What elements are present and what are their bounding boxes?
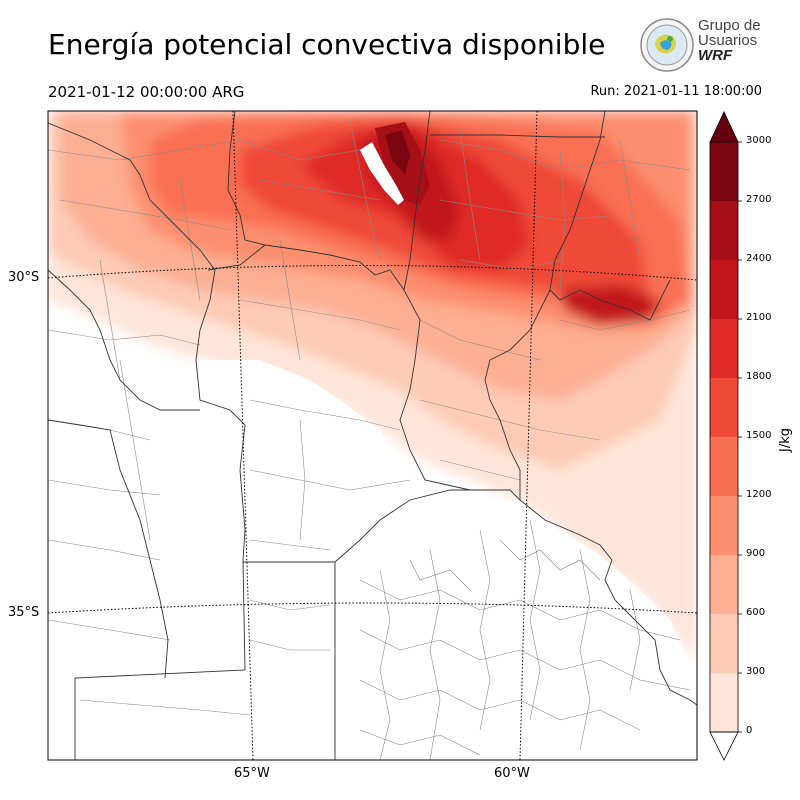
logo-line-2: Usuarios: [698, 32, 758, 49]
colorbar-tick: 300: [746, 666, 766, 677]
colorbar-unit: J/kg: [778, 428, 793, 452]
cape-gap: [360, 142, 404, 205]
wrf-logo: Grupo de Usuarios WRF: [638, 16, 768, 74]
cape-contour-2700: [385, 130, 410, 175]
cape-south-clear: [335, 500, 697, 760]
graticule: [48, 111, 697, 760]
department-lines: [48, 119, 691, 716]
colorbar-tick: 900: [746, 548, 766, 559]
colorbar-tick: 1500: [746, 430, 772, 441]
lon-label-65w: 65°W: [234, 766, 270, 781]
lon-label-60w: 60°W: [494, 766, 530, 781]
logo-line-1: Grupo de: [698, 17, 761, 34]
province-lines: [48, 111, 697, 760]
colorbar-extend-bottom: [709, 731, 739, 761]
map-frame: [47, 110, 698, 761]
colorbar-tick: 1800: [746, 371, 772, 382]
colorbar-extend-top: [709, 111, 739, 143]
cape-contour-2100b: [560, 285, 660, 325]
cape-central-clear: [200, 360, 430, 562]
colorbar-tick: 2700: [746, 194, 772, 205]
lat-label-35s: 35°S: [8, 605, 40, 620]
cape-field: [48, 111, 697, 760]
buenos-aires-partidos: [359, 519, 691, 760]
chart-title: Energía potencial convectiva disponible: [48, 28, 606, 61]
colorbar-tick: 2100: [746, 312, 772, 323]
wrf-globe-icon: [640, 18, 694, 72]
lat-label-30s: 30°S: [8, 270, 40, 285]
run-time: Run: 2021-01-11 18:00:00: [590, 84, 762, 99]
colorbar-tick: 2400: [746, 253, 772, 264]
colorbar-tick: 3000: [746, 135, 772, 146]
colorbar-tick: 1200: [746, 489, 772, 500]
colorbar: [709, 111, 742, 761]
boundaries: [48, 111, 697, 760]
colorbar-tick: 0: [746, 725, 753, 736]
colorbar-tick: 600: [746, 607, 766, 618]
valid-time: 2021-01-12 00:00:00 ARG: [48, 83, 245, 101]
logo-line-3: WRF: [698, 47, 733, 64]
